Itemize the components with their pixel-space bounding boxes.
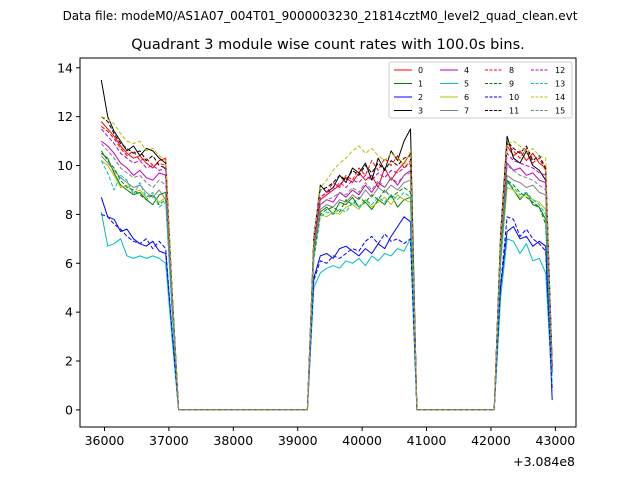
series-line-8: [100, 126, 553, 411]
y-tick-label: 10: [57, 158, 73, 173]
legend-label-4: 4: [464, 66, 469, 75]
legend-label-0: 0: [418, 66, 423, 75]
legend-label-9: 9: [509, 80, 514, 89]
series-line-14: [101, 116, 553, 411]
legend-frame: [388, 61, 573, 119]
series-line-6: [100, 160, 553, 411]
legend-label-11: 11: [509, 107, 519, 116]
x-axis-ticks: 36000 37000 38000 39000 40000 41000 42000 43000: [85, 427, 576, 448]
series-line-1: [100, 152, 553, 411]
axes-layer: [79, 57, 577, 428]
x-tick-label: 39000: [278, 433, 318, 448]
legend-label-5: 5: [464, 80, 469, 89]
y-tick-label: 12: [57, 109, 73, 124]
x-tick-label: 43000: [536, 433, 576, 448]
legend-label-7: 7: [464, 107, 469, 116]
legend-label-2: 2: [418, 93, 423, 102]
series-line-15: [100, 143, 553, 411]
plot-area: [80, 58, 576, 427]
legend-label-6: 6: [464, 93, 469, 102]
x-tick-label: 38000: [213, 433, 253, 448]
series-line-9: [100, 150, 553, 411]
file-suptitle: Data file: modeM0/AS1A07_004T01_90000032…: [63, 9, 578, 23]
y-tick-label: 0: [65, 402, 73, 417]
series-line-11: [100, 116, 553, 411]
legend-label-13: 13: [555, 80, 565, 89]
series-line-0: [100, 121, 553, 411]
series-layer: [100, 79, 553, 411]
legend-label-1: 1: [418, 80, 423, 89]
series-line-13: [100, 160, 553, 411]
series-line-10: [101, 213, 553, 411]
series-line-2: [100, 197, 553, 411]
chart-title: Quadrant 3 module wise count rates with …: [131, 37, 525, 53]
x-tick-label: 36000: [85, 433, 125, 448]
x-offset-label: +3.084e8: [513, 454, 575, 469]
y-tick-label: 4: [65, 305, 73, 320]
x-tick-label: 37000: [149, 433, 189, 448]
legend-label-12: 12: [555, 66, 565, 75]
series-line-7: [100, 155, 553, 411]
series-line-5: [100, 211, 553, 411]
legend-label-8: 8: [509, 66, 514, 75]
legend-label-10: 10: [509, 93, 519, 102]
x-tick-label: 42000: [471, 433, 511, 448]
series-line-12: [100, 128, 553, 411]
y-tick-label: 14: [57, 60, 73, 75]
x-tick-label: 41000: [407, 433, 447, 448]
legend-label-3: 3: [418, 107, 423, 116]
legend-label-15: 15: [555, 107, 565, 116]
series-line-4: [100, 140, 553, 411]
plot-frame: [79, 57, 577, 428]
x-tick-label: 40000: [342, 433, 382, 448]
y-tick-label: 6: [65, 256, 73, 271]
y-tick-label: 2: [65, 354, 73, 369]
y-axis-ticks: 0 2 4 6 8 10 12 14: [57, 60, 80, 417]
y-tick-label: 8: [65, 207, 73, 222]
legend-label-14: 14: [555, 93, 565, 102]
